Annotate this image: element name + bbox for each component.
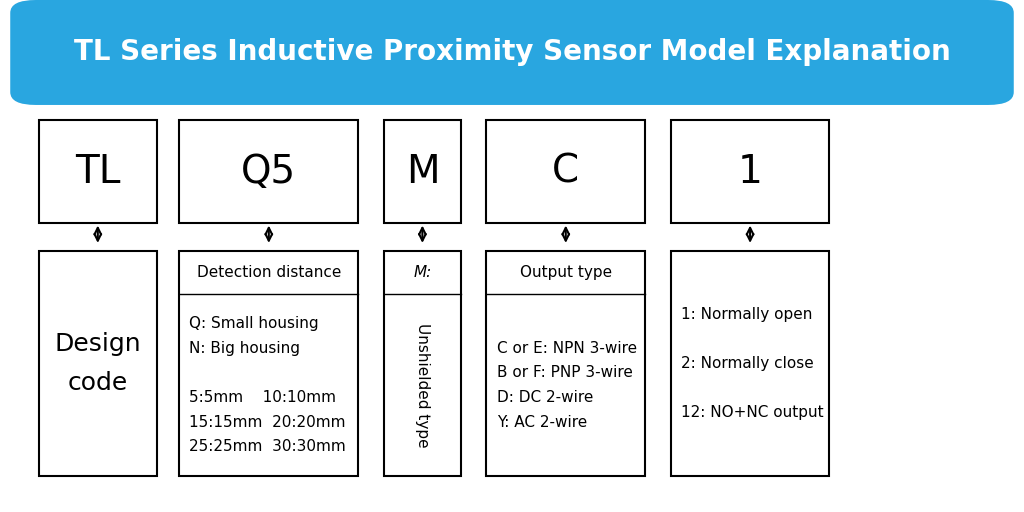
FancyBboxPatch shape: [10, 0, 1014, 105]
Bar: [486, 120, 645, 223]
Text: Detection distance: Detection distance: [197, 265, 341, 280]
Text: M: M: [406, 153, 439, 190]
Text: 1: 1: [737, 153, 763, 190]
Bar: [384, 251, 461, 476]
Bar: [39, 120, 157, 223]
Text: C or E: NPN 3-wire
B or F: PNP 3-wire
D: DC 2-wire
Y: AC 2-wire: C or E: NPN 3-wire B or F: PNP 3-wire D:…: [497, 341, 637, 430]
Text: TL: TL: [75, 153, 121, 190]
Bar: [671, 120, 829, 223]
Bar: [486, 251, 645, 476]
Text: TL Series Inductive Proximity Sensor Model Explanation: TL Series Inductive Proximity Sensor Mod…: [74, 38, 950, 67]
Text: 1: Normally open

2: Normally close

12: NO+NC output: 1: Normally open 2: Normally close 12: N…: [681, 307, 823, 420]
Text: Q5: Q5: [242, 153, 296, 190]
Bar: [671, 251, 829, 476]
Text: M:: M:: [414, 265, 431, 280]
Bar: [179, 120, 358, 223]
Text: Design
code: Design code: [54, 332, 141, 395]
Bar: [39, 251, 157, 476]
Text: Output type: Output type: [520, 265, 611, 280]
Text: Q: Small housing
N: Big housing

5:5mm    10:10mm
15:15mm  20:20mm
25:25mm  30:3: Q: Small housing N: Big housing 5:5mm 10…: [189, 316, 346, 454]
Text: C: C: [552, 153, 580, 190]
Bar: [179, 251, 358, 476]
Text: Unshielded type: Unshielded type: [415, 323, 430, 447]
Bar: [384, 120, 461, 223]
